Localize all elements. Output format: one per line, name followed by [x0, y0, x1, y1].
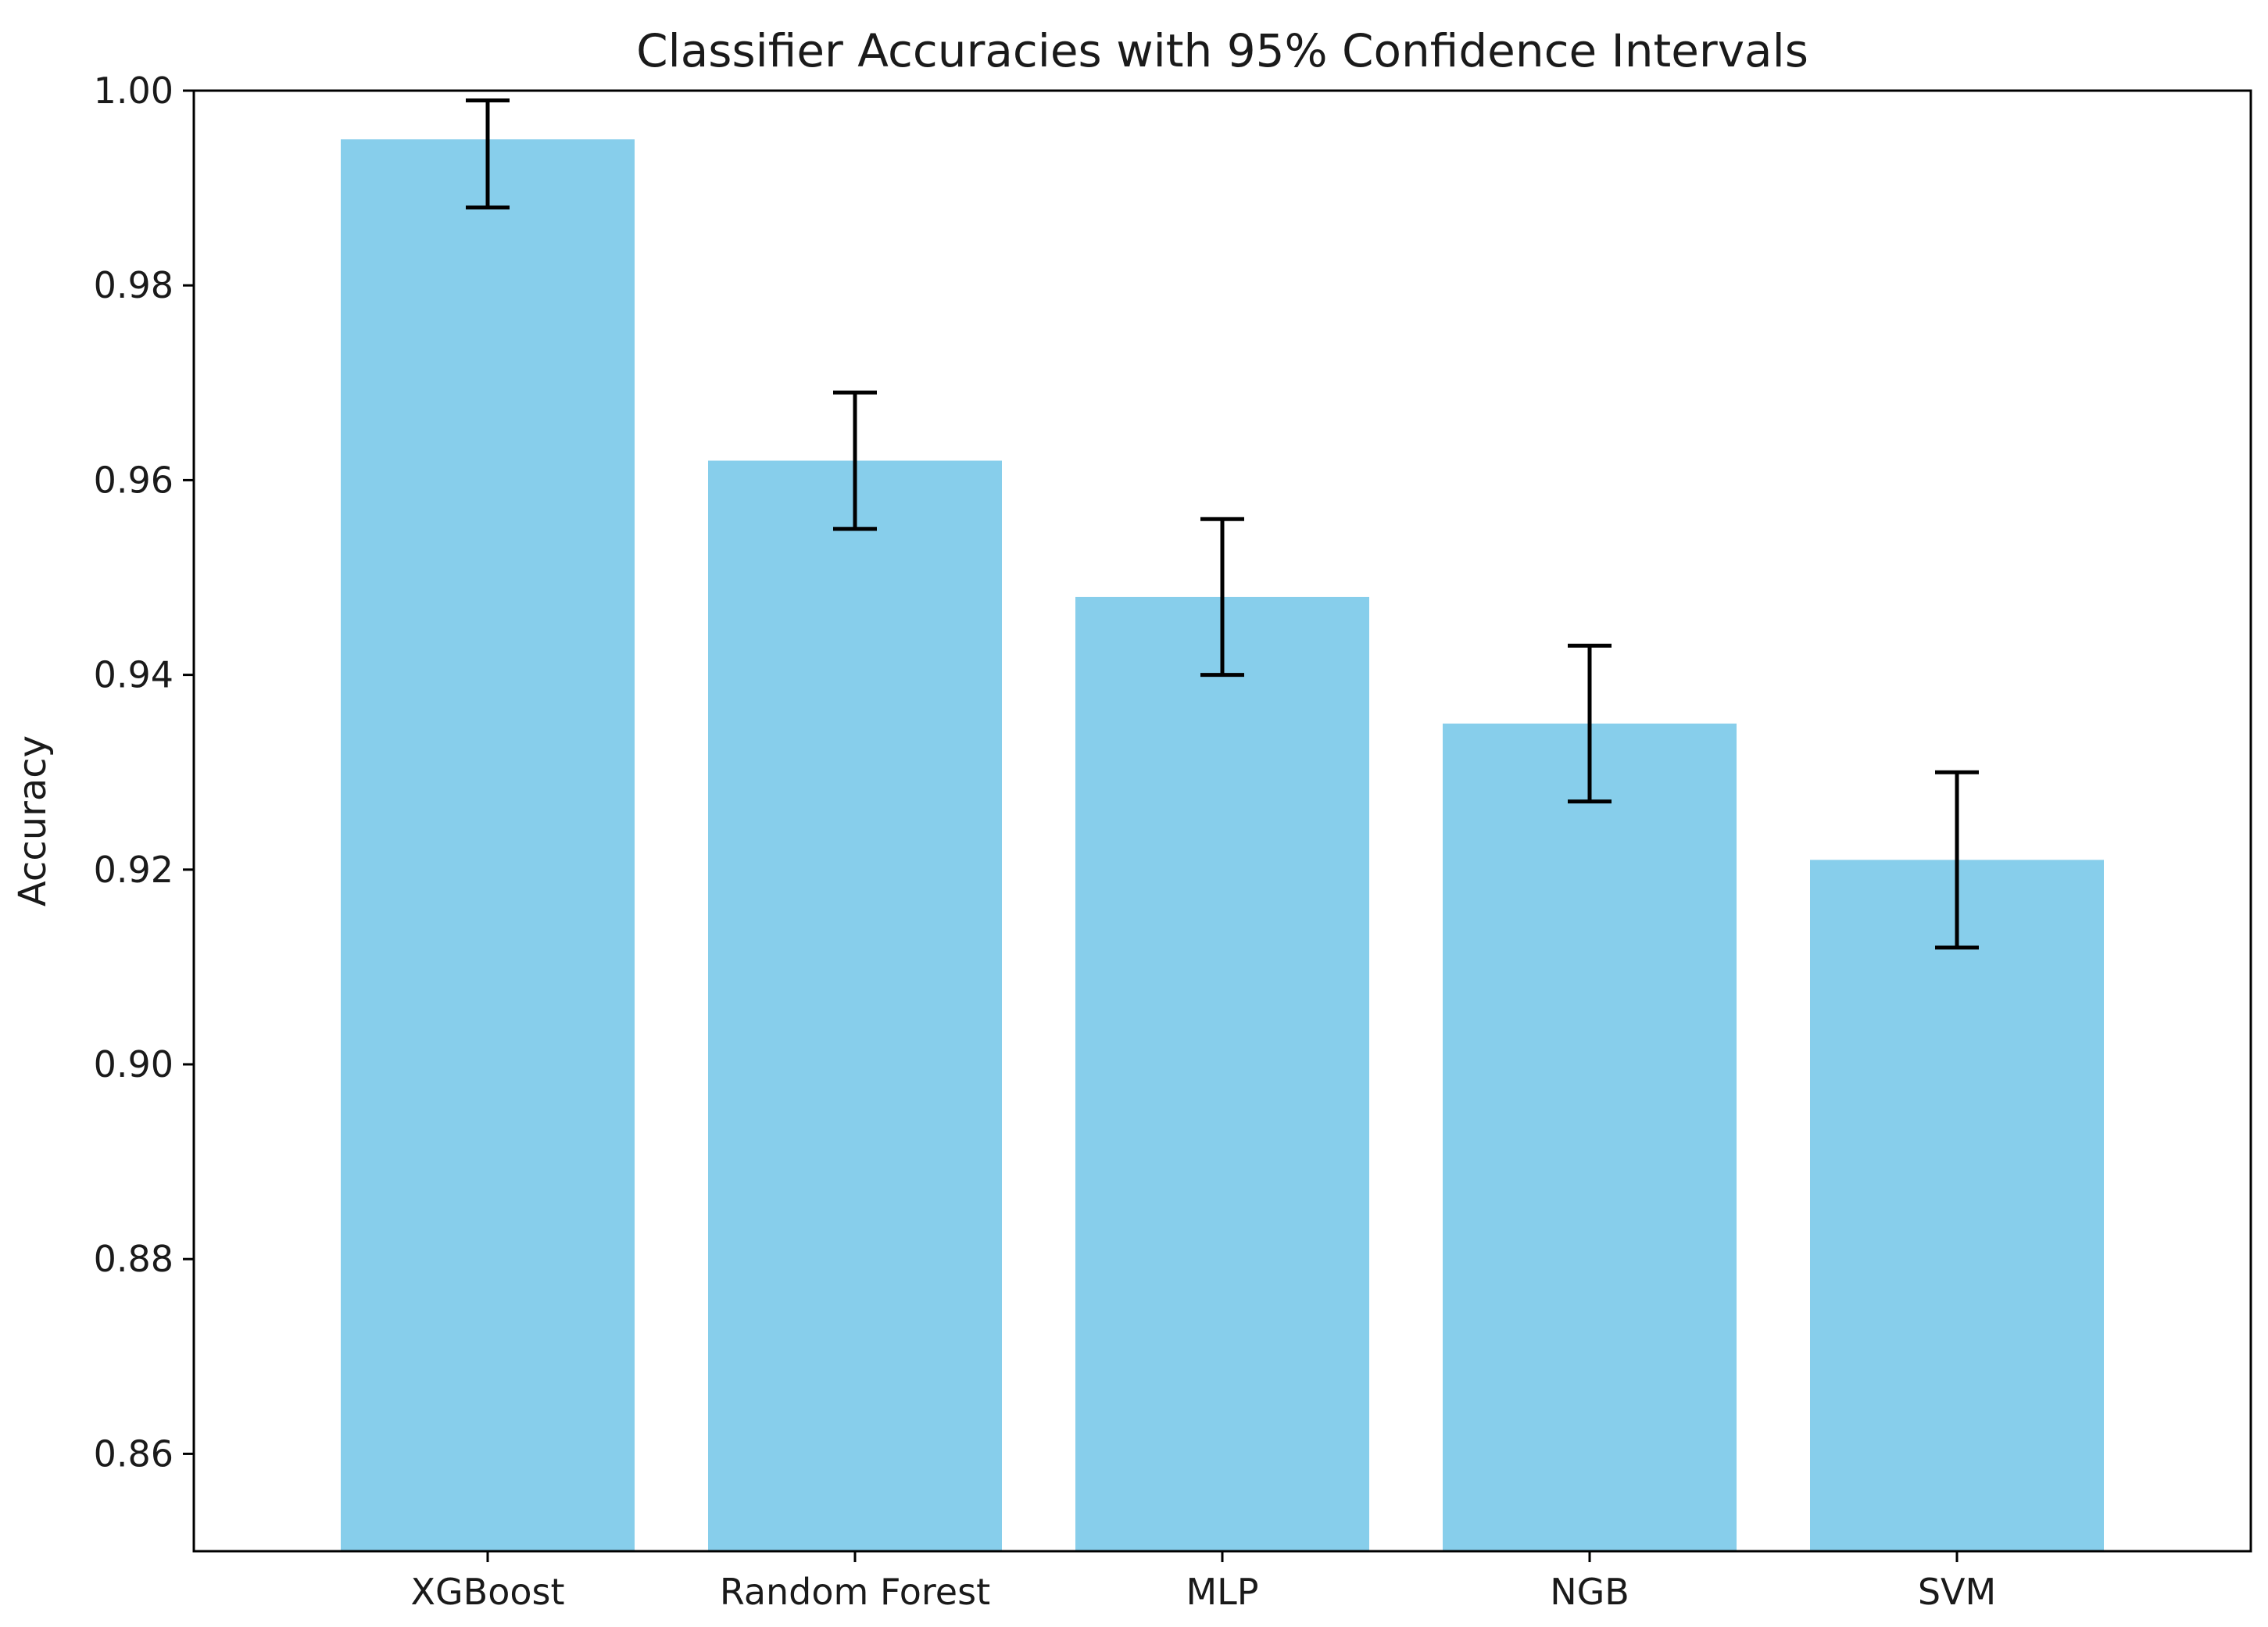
- x-tick-label: NGB: [1550, 1571, 1629, 1613]
- bar: [1075, 596, 1369, 1552]
- y-tick-label: 0.90: [94, 1043, 173, 1085]
- y-tick-label: 0.94: [94, 654, 173, 696]
- bar: [708, 460, 1002, 1551]
- bars-layer: [341, 139, 2104, 1552]
- bar: [1810, 860, 2104, 1551]
- error-bar: [466, 98, 510, 210]
- errorbars-layer: [466, 98, 1979, 949]
- x-tick-label: SVM: [1918, 1571, 1996, 1613]
- x-tick-label: Random Forest: [720, 1571, 990, 1613]
- error-bar: [1568, 643, 1612, 804]
- y-axis: 0.86 0.88 0.90 0.92 0.94 0.96 0.98 1.00: [94, 70, 194, 1475]
- y-tick-label: 0.88: [94, 1238, 173, 1280]
- y-tick-label: 1.00: [94, 70, 173, 112]
- error-bar: [1935, 770, 1979, 949]
- error-bar: [833, 390, 877, 531]
- y-tick-label: 0.96: [94, 459, 173, 501]
- bar: [1443, 723, 1737, 1551]
- y-tick-label: 0.92: [94, 849, 173, 891]
- y-tick-label: 0.98: [94, 264, 173, 306]
- x-tick-label: MLP: [1186, 1571, 1258, 1613]
- y-tick-label: 0.86: [94, 1432, 173, 1475]
- error-bar: [1200, 517, 1244, 678]
- x-tick-label: XGBoost: [410, 1571, 564, 1613]
- chart-title: Classifier Accuracies with 95% Confidenc…: [636, 24, 1808, 77]
- x-axis: XGBoost Random Forest MLP NGB SVM: [410, 1551, 1996, 1613]
- y-axis-label: Accuracy: [11, 735, 55, 906]
- bar: [341, 139, 635, 1551]
